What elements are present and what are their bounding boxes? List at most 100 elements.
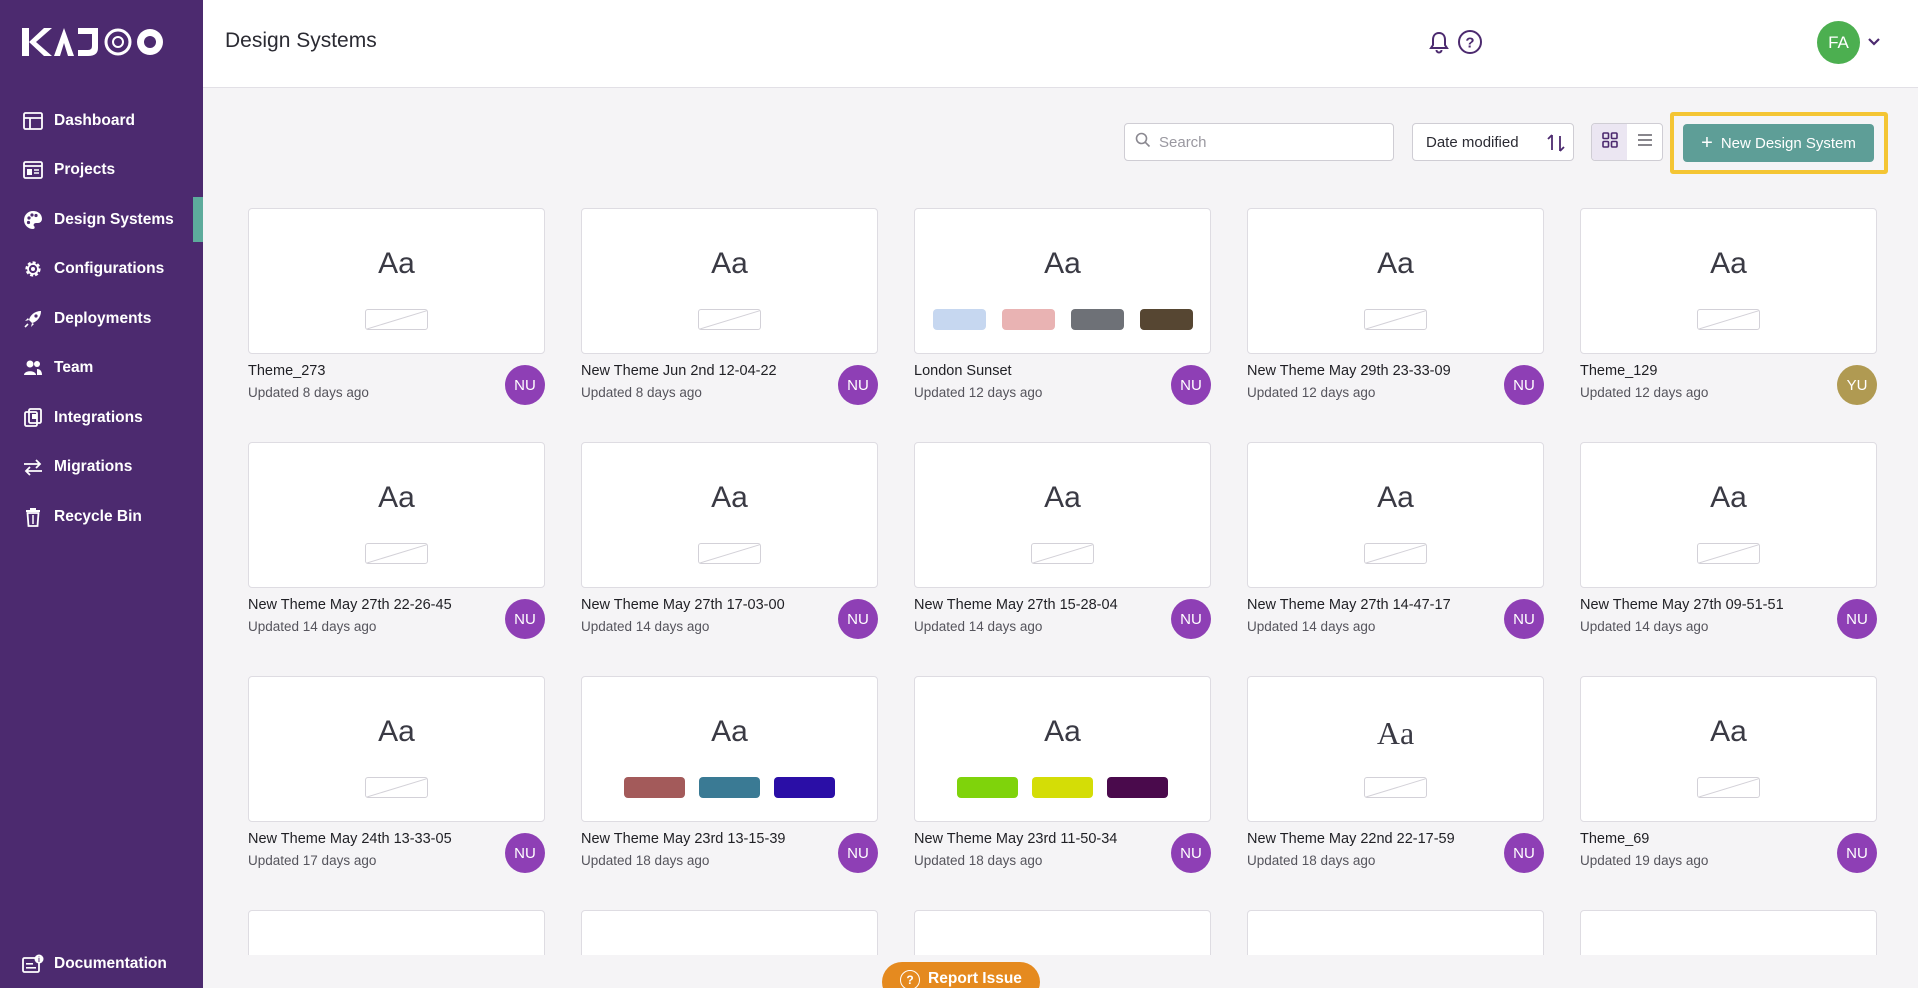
sidebar-item-team[interactable]: Team (0, 344, 203, 394)
sidebar-item-deployments[interactable]: Deployments (0, 294, 203, 344)
design-system-card[interactable]: Aa Theme_69 Updated 19 days ago NU (1580, 676, 1877, 873)
card-preview[interactable]: Aa (248, 208, 545, 354)
design-system-card[interactable]: Aa Theme_129 Updated 12 days ago YU (1580, 208, 1877, 405)
sort-order-icon[interactable] (1545, 132, 1567, 158)
bell-icon[interactable] (1425, 28, 1453, 56)
card-preview[interactable]: Aa (248, 442, 545, 588)
search-input[interactable] (1159, 133, 1379, 151)
card-title[interactable]: New Theme May 27th 14-47-17 (1247, 597, 1451, 613)
design-system-card[interactable]: Aa New Theme May 27th 14-47-17 Updated 14 … (1247, 442, 1544, 639)
typography-preview: Aa (1710, 715, 1747, 748)
owner-avatar: NU (505, 365, 545, 405)
search-field[interactable] (1124, 123, 1394, 161)
card-title[interactable]: Theme_273 (248, 363, 326, 379)
owner-avatar: NU (1837, 599, 1877, 639)
card-title[interactable]: Theme_69 (1580, 831, 1650, 847)
card-preview[interactable]: Aa (914, 208, 1211, 354)
color-swatches (915, 309, 1210, 330)
card-preview[interactable]: Aa (1580, 442, 1877, 588)
grid-view-button[interactable] (1592, 124, 1627, 160)
owner-avatar: NU (1837, 833, 1877, 873)
card-title[interactable]: New Theme May 23rd 11-50-34 (914, 831, 1118, 847)
sidebar-item-dashboard[interactable]: Dashboard (0, 96, 203, 146)
user-avatar[interactable]: FA (1817, 21, 1860, 64)
sidebar-item-design-systems[interactable]: Design Systems (0, 195, 203, 245)
card-title[interactable]: New Theme May 29th 23-33-09 (1247, 363, 1451, 379)
card-title[interactable]: New Theme May 23rd 13-15-39 (581, 831, 786, 847)
design-system-card[interactable]: Aa New Theme May 27th 17-03-00 Updated 14 … (581, 442, 878, 639)
svg-text:i: i (38, 957, 40, 964)
card-title[interactable]: New Theme May 22nd 22-17-59 (1247, 831, 1455, 847)
svg-text:?: ? (1465, 35, 1474, 52)
design-system-card[interactable]: Aa New Theme Jun 2nd 12-04-22 Updated 8 da… (581, 208, 878, 405)
card-updated: Updated 14 days ago (248, 619, 377, 634)
sidebar-item-integrations[interactable]: Integrations (0, 393, 203, 443)
owner-avatar: NU (1504, 599, 1544, 639)
sidebar-item-migrations[interactable]: Migrations (0, 443, 203, 493)
card-title[interactable]: New Theme Jun 2nd 12-04-22 (581, 363, 777, 379)
empty-swatch (698, 309, 761, 330)
design-system-card[interactable]: Aa New Theme May 27th 22-26-45 Updated 14 … (248, 442, 545, 639)
design-system-card[interactable]: Aa London Sunset Updated 12 days ago NU (914, 208, 1211, 405)
report-issue-button[interactable]: ? Report Issue (882, 962, 1040, 988)
empty-swatch (365, 543, 428, 564)
sidebar-item-projects[interactable]: Projects (0, 146, 203, 196)
new-design-system-button[interactable]: + New Design System (1683, 124, 1874, 162)
card-title[interactable]: New Theme May 27th 15-28-04 (914, 597, 1118, 613)
color-swatch (1001, 309, 1055, 330)
color-swatch (1070, 309, 1124, 330)
projects-icon (22, 159, 44, 181)
card-preview[interactable]: Aa (1247, 208, 1544, 354)
help-icon[interactable]: ? (1456, 28, 1484, 56)
chevron-down-icon[interactable] (1866, 34, 1882, 50)
card-preview[interactable]: Aa (1247, 676, 1544, 822)
color-swatch (957, 777, 1018, 798)
card-updated: Updated 14 days ago (581, 619, 710, 634)
plus-icon: + (1701, 132, 1713, 154)
color-swatch (1139, 309, 1193, 330)
design-system-card[interactable]: Aa New Theme May 22nd 22-17-59 Updated 18 … (1247, 676, 1544, 873)
view-toggle (1591, 123, 1663, 161)
color-swatches (582, 777, 877, 798)
card-preview[interactable]: Aa (1247, 442, 1544, 588)
design-system-card[interactable]: Aa New Theme May 23rd 11-50-34 Updated 18 … (914, 676, 1211, 873)
card-title[interactable]: New Theme May 27th 22-26-45 (248, 597, 452, 613)
color-swatches (1248, 777, 1543, 798)
design-system-card[interactable]: Aa New Theme May 23rd 13-15-39 Updated 18 … (581, 676, 878, 873)
sidebar-item-configurations[interactable]: Configurations (0, 245, 203, 295)
design-system-card[interactable]: Aa New Theme May 24th 13-33-05 Updated 17 … (248, 676, 545, 873)
card-preview[interactable]: Aa (1580, 676, 1877, 822)
typography-preview: Aa (378, 715, 415, 748)
owner-avatar: NU (1171, 599, 1211, 639)
card-title[interactable]: New Theme May 24th 13-33-05 (248, 831, 452, 847)
trash-icon (22, 506, 44, 528)
kajoo-logo[interactable] (22, 26, 180, 58)
card-title[interactable]: Theme_129 (1580, 363, 1658, 379)
sidebar-item-label: Deployments (54, 309, 152, 327)
color-swatches (249, 777, 544, 798)
card-preview[interactable]: Aa (581, 442, 878, 588)
card-preview[interactable]: Aa (248, 676, 545, 822)
sidebar-item-documentation[interactable]: i Documentation (0, 946, 203, 982)
card-preview[interactable]: Aa (1580, 208, 1877, 354)
design-system-card[interactable]: Aa New Theme May 27th 09-51-51 Updated 14 … (1580, 442, 1877, 639)
list-view-button[interactable] (1627, 124, 1662, 160)
owner-avatar: NU (1171, 833, 1211, 873)
sort-select[interactable]: Date modified (1412, 123, 1574, 161)
sidebar-item-label: Dashboard (54, 111, 135, 129)
typography-preview: Aa (1377, 481, 1414, 514)
card-title[interactable]: New Theme May 27th 17-03-00 (581, 597, 785, 613)
card-title[interactable]: New Theme May 27th 09-51-51 (1580, 597, 1784, 613)
typography-preview: Aa (1377, 247, 1414, 280)
card-title[interactable]: London Sunset (914, 363, 1012, 379)
empty-swatch (1364, 777, 1427, 798)
card-preview[interactable]: Aa (914, 442, 1211, 588)
card-preview[interactable]: Aa (914, 676, 1211, 822)
sidebar-item-recycle-bin[interactable]: Recycle Bin (0, 492, 203, 542)
design-system-card[interactable]: Aa New Theme May 29th 23-33-09 Updated 12 … (1247, 208, 1544, 405)
design-system-card[interactable]: Aa Theme_273 Updated 8 days ago NU (248, 208, 545, 405)
sidebar-item-label: Integrations (54, 408, 143, 426)
card-preview[interactable]: Aa (581, 208, 878, 354)
card-preview[interactable]: Aa (581, 676, 878, 822)
design-system-card[interactable]: Aa New Theme May 27th 15-28-04 Updated 14 … (914, 442, 1211, 639)
